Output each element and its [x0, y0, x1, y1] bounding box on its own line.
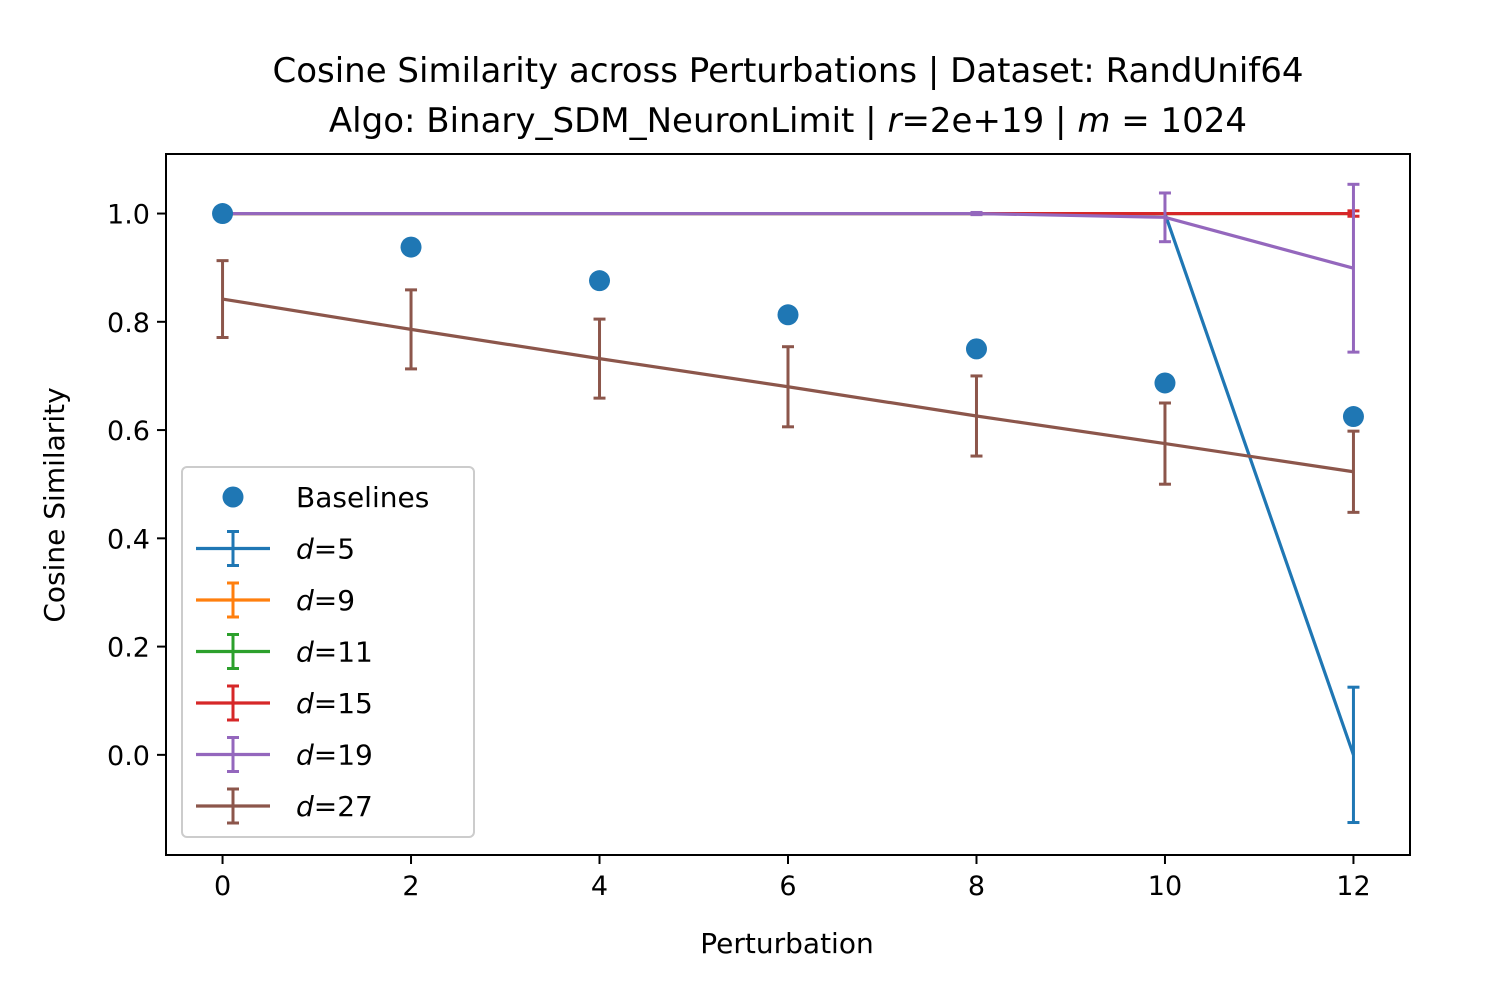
legend-label-var: d [296, 533, 314, 566]
legend-entry-d19: d=19 [196, 736, 373, 773]
series-line [222, 211, 1354, 270]
x-tick-label: 4 [591, 871, 608, 902]
legend-label: d=19 [296, 739, 373, 772]
title-m-symbol: m [1077, 101, 1110, 141]
baseline-point [1154, 372, 1176, 394]
axis-ticks: 0 2 4 6 8 10 12 0.0 0.2 0.4 0.6 0.8 1.0 [107, 200, 1371, 902]
x-axis-label: Perturbation [700, 927, 873, 960]
series-d19 [222, 182, 1360, 354]
legend-label-value: =27 [314, 790, 373, 823]
legend-label: d=9 [296, 584, 355, 617]
legend-label: d=11 [296, 636, 373, 669]
title-algo-part: Algo: Binary_SDM_NeuronLimit | [329, 101, 888, 141]
y-tick-label: 0.6 [107, 416, 150, 447]
legend-label-value: =15 [314, 687, 373, 720]
legend-label: d=27 [296, 790, 373, 823]
x-tick-label: 6 [779, 871, 796, 902]
x-tick-label: 12 [1336, 871, 1370, 902]
title-r-symbol: r [887, 101, 903, 141]
legend-label-value: =11 [314, 636, 373, 669]
y-axis-label: Cosine Similarity [38, 387, 71, 622]
baseline-point [1342, 406, 1364, 428]
legend-label-value: =5 [314, 533, 355, 566]
baseline-points [212, 203, 1364, 428]
legend-marker-baselines [222, 486, 244, 508]
baseline-point [965, 338, 987, 360]
x-tick-label: 8 [968, 871, 985, 902]
y-tick-label: 0.2 [107, 633, 150, 664]
legend-label-var: d [296, 739, 314, 772]
y-tick-label: 0.8 [107, 308, 150, 339]
y-tick-label: 0.0 [107, 741, 150, 772]
legend-label-var: d [296, 636, 314, 669]
baseline-point [589, 270, 611, 292]
chart-title-line-1: Cosine Similarity across Perturbations |… [272, 51, 1303, 91]
x-tick-label: 2 [402, 871, 419, 902]
legend-label-baselines: Baselines [296, 481, 429, 514]
legend-label-value: =19 [314, 739, 373, 772]
legend-entry-d27: d=27 [196, 787, 373, 825]
legend-label-var: d [296, 687, 314, 720]
y-tick-label: 1.0 [107, 200, 150, 231]
baseline-point [212, 203, 234, 225]
x-tick-label: 10 [1148, 871, 1182, 902]
legend-label-value: =9 [314, 584, 355, 617]
legend-label: d=15 [296, 687, 373, 720]
plot-frame [165, 153, 1411, 856]
legend-entry-d9: d=9 [196, 581, 355, 619]
x-tick-label: 0 [214, 871, 231, 902]
legend-label: d=5 [296, 533, 355, 566]
title-r-value: =2e+19 | [901, 101, 1077, 141]
y-tick-label: 0.4 [107, 524, 150, 555]
legend-label-var: d [296, 790, 314, 823]
legend-label-var: d [296, 584, 314, 617]
baseline-point [400, 236, 422, 258]
chart-title-line-2: Algo: Binary_SDM_NeuronLimit | r=2e+19 |… [329, 101, 1247, 141]
legend-entry-d15: d=15 [196, 684, 373, 722]
legend-entry-d5: d=5 [196, 530, 355, 567]
legend-entry-d11: d=11 [196, 633, 373, 670]
series-d27 [216, 259, 1360, 514]
title-m-value: = 1024 [1110, 101, 1247, 141]
legend-box [181, 466, 475, 838]
plot-series [216, 182, 1360, 825]
baseline-point [777, 304, 799, 326]
